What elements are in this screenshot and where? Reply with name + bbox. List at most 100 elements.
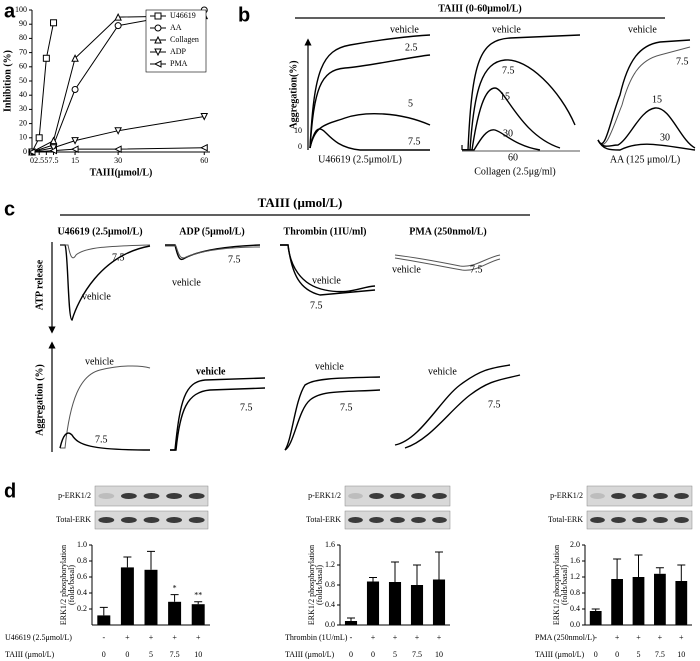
column-label: U46619 (2.5μmol/L)	[57, 226, 142, 237]
y-tick-label: 70	[19, 47, 27, 56]
x-tick-label: 60	[200, 156, 208, 165]
panel-label: c	[4, 198, 15, 220]
blot-band	[348, 493, 363, 499]
group-label: Collagen (2.5μg/ml)	[474, 166, 555, 177]
x-tick-label: 7.5	[655, 650, 665, 659]
x-tick-label: 15	[71, 156, 79, 165]
x-tick-label: 10	[677, 650, 685, 659]
y-tick-label: 1.6	[325, 540, 335, 549]
panel-title: TAIII (μmol/L)	[258, 195, 343, 210]
y-tick-label: 0	[23, 147, 27, 156]
x-tick-label: 0	[615, 650, 619, 659]
bar	[366, 581, 380, 625]
trace	[309, 34, 431, 149]
blot-label: p-ERK1/2	[58, 491, 91, 500]
treatment-label: +	[658, 633, 663, 642]
axis-text: 0	[298, 142, 302, 151]
y-tick-label: 20	[19, 118, 27, 127]
blot-label: Total-ERK	[548, 515, 583, 524]
y-tick-label: 30	[19, 104, 27, 113]
trace-label: vehicle	[196, 366, 226, 377]
marker	[49, 146, 58, 155]
y-label: Aggregation(%)	[288, 60, 299, 129]
row-label: ATP release	[34, 259, 45, 310]
panel-c: TAIII (μmol/L) U46619 (2.5μmol/L) ADP (5…	[34, 195, 530, 452]
y-tick-label: 0.8	[77, 556, 87, 565]
blot-label: Total-ERK	[56, 515, 91, 524]
trace-label: vehicle	[392, 264, 421, 275]
group-label: AA (125 μmol/L)	[610, 154, 680, 165]
trace	[60, 244, 151, 321]
treatment-label: +	[679, 633, 684, 642]
trace-label: vehicle	[312, 275, 341, 286]
blot-band	[674, 493, 689, 499]
bar	[675, 581, 688, 625]
trace	[309, 54, 431, 149]
trace-label: 7.5	[408, 136, 421, 147]
row-label: Thrombin (1U/mL)	[285, 633, 348, 642]
trace	[597, 139, 696, 151]
trace-label: vehicle	[85, 356, 114, 367]
error-bar	[99, 606, 108, 616]
trace	[170, 387, 266, 451]
y-label: ERK1/2 phosphorylation	[59, 545, 68, 625]
trace-label: vehicle	[82, 291, 111, 302]
trace	[284, 376, 381, 451]
trace-label: 7.5	[240, 402, 253, 413]
y-tick-label: 0.6	[77, 572, 87, 581]
marker	[114, 127, 122, 135]
trace-label: 60	[508, 152, 518, 163]
blot-band	[611, 517, 626, 523]
y-tick-label: 80	[19, 33, 27, 42]
y-tick-label: 0.4	[77, 588, 87, 597]
legend-label: ADP	[170, 47, 187, 56]
trace	[309, 112, 431, 149]
blot-band	[432, 493, 447, 499]
marker	[71, 137, 79, 145]
bar	[410, 585, 424, 625]
panel-title: TAIII (0-60μmol/L)	[438, 3, 522, 14]
x-tick-label: 5	[44, 156, 48, 165]
bar	[191, 604, 205, 625]
x-tick-label: 7.5	[49, 156, 59, 165]
x-label: TAIII(μmol/L)	[90, 167, 153, 178]
axis-text: 10	[294, 126, 302, 135]
error-bar	[677, 564, 686, 581]
treatment-label: +	[125, 633, 130, 642]
blot-band	[632, 517, 647, 523]
error-bar	[634, 554, 643, 577]
trace	[59, 432, 151, 451]
x-tick-label: 0	[30, 156, 34, 165]
treatment-label: +	[615, 633, 620, 642]
trace-label: 7.5	[502, 65, 515, 76]
trace-label: vehicle	[390, 24, 419, 35]
group-label: U46619 (2.5μmol/L)	[318, 154, 402, 165]
blot-band	[143, 517, 160, 523]
x-tick-label: 10	[194, 650, 202, 659]
error-bar	[613, 558, 622, 579]
y-tick-label: 0.2	[77, 604, 87, 613]
blot-band	[120, 517, 137, 523]
treatment-label: +	[196, 633, 201, 642]
blot-band	[166, 517, 183, 523]
blot-band	[369, 517, 384, 523]
y-tick-label: 100	[15, 5, 27, 14]
trace-label: 2.5	[405, 42, 418, 53]
y-tick-label: 0.8	[570, 588, 580, 597]
trace	[280, 244, 376, 296]
trace	[462, 34, 581, 151]
y-tick-label: 1.6	[570, 556, 580, 565]
column-label: ADP (5μmol/L)	[179, 226, 244, 237]
row-label: TAIII (μmol/L)	[285, 650, 335, 659]
blot-band	[653, 493, 668, 499]
blot-band	[188, 517, 205, 523]
trace	[404, 374, 521, 449]
annotation: **	[194, 591, 202, 600]
trace	[597, 107, 696, 149]
bar	[611, 579, 623, 625]
treatment-label: -	[594, 633, 597, 642]
y-tick-label: 10	[19, 133, 27, 142]
blot-band	[411, 493, 426, 499]
column-label: PMA (250nmol/L)	[409, 226, 487, 237]
